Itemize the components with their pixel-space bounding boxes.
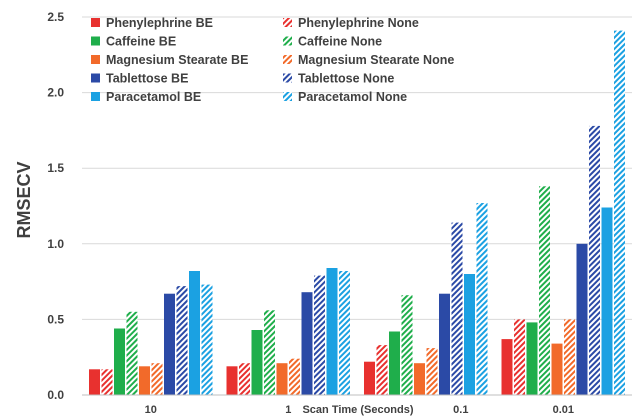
legend-label: Caffeine BE	[106, 35, 176, 49]
x-tick-label: 1	[285, 404, 291, 416]
bar-paracetamol-be-0.01	[601, 207, 613, 395]
legend-swatch	[91, 36, 100, 46]
legend-label: Paracetamol BE	[106, 90, 201, 104]
legend-swatch	[283, 92, 292, 101]
legend-swatch	[91, 55, 100, 64]
legend-swatch	[91, 92, 100, 101]
bar-tablettose-be-0.01	[576, 243, 588, 395]
bar-caffeine-none-1	[264, 310, 275, 395]
bar-caffeine-none-0.01	[539, 186, 550, 395]
bar-caffeine-be-1	[251, 330, 263, 395]
bar-caffeine-be-10	[114, 328, 125, 395]
legend-swatch	[283, 55, 292, 64]
y-tick-label: 2.0	[47, 86, 64, 100]
bar-phenylephrine-be-1	[226, 366, 238, 395]
bar-phenylephrine-none-0.01	[514, 319, 525, 395]
bar-paracetamol-be-10	[189, 271, 200, 395]
bar-magnesium-stearate-none-0.01	[564, 319, 575, 395]
bar-tablettose-none-0.1	[451, 222, 463, 395]
bar-caffeine-none-0.1	[401, 295, 413, 395]
x-axis-title: Scan Time (Seconds)	[302, 404, 413, 416]
bar-paracetamol-none-1	[339, 271, 350, 395]
bar-tablettose-none-10	[176, 286, 188, 395]
bar-magnesium-stearate-be-0.01	[551, 343, 563, 395]
legend-swatch	[91, 73, 100, 83]
bar-phenylephrine-none-1	[239, 363, 250, 395]
bar-phenylephrine-be-10	[89, 369, 100, 395]
bar-magnesium-stearate-none-1	[289, 358, 300, 395]
legend-label: Phenylephrine BE	[106, 16, 213, 30]
y-axis-ticks: 0.0 0.5 1.0 1.5 2.0 2.5	[47, 10, 64, 402]
legend-label: Caffeine None	[298, 35, 382, 49]
legend-swatch	[283, 36, 292, 46]
y-axis-title: RMSECV	[14, 161, 34, 238]
x-tick-label: 0.1	[453, 404, 468, 416]
bar-magnesium-stearate-be-1	[276, 363, 288, 395]
legend-label: Paracetamol None	[298, 90, 407, 104]
bar-paracetamol-none-10	[201, 284, 213, 395]
bar-tablettose-be-0.1	[439, 293, 450, 395]
x-axis-ticks: 10 1 0.1 0.01	[145, 404, 574, 416]
y-tick-label: 0.0	[47, 388, 64, 402]
bar-tablettose-none-1	[314, 275, 325, 395]
bar-phenylephrine-none-10	[101, 369, 113, 395]
bar-caffeine-be-0.01	[526, 322, 538, 395]
legend-label: Magnesium Stearate BE	[106, 53, 248, 67]
bar-tablettose-be-10	[164, 293, 175, 395]
legend-swatch	[91, 18, 100, 27]
bar-paracetamol-none-0.1	[476, 203, 488, 395]
bar-paracetamol-be-0.1	[464, 274, 475, 395]
bar-tablettose-be-1	[301, 292, 313, 395]
legend-label: Tablettose BE	[106, 72, 188, 86]
legend-label: Magnesium Stearate None	[298, 53, 454, 67]
bar-paracetamol-be-1	[326, 268, 338, 395]
legend-swatch	[283, 18, 292, 27]
y-tick-label: 1.0	[47, 237, 64, 251]
legend-label: Phenylephrine None	[298, 16, 419, 30]
bar-caffeine-none-10	[126, 311, 138, 395]
bar-tablettose-none-0.01	[589, 125, 600, 396]
bar-phenylephrine-be-0.01	[501, 339, 513, 395]
bar-paracetamol-none-0.01	[614, 30, 625, 395]
y-tick-label: 2.5	[47, 10, 64, 24]
bar-phenylephrine-be-0.1	[364, 361, 375, 395]
bar-caffeine-be-0.1	[389, 331, 400, 395]
x-tick-label: 10	[145, 404, 157, 416]
x-tick-label: 0.01	[553, 404, 574, 416]
bar-magnesium-stearate-none-10	[151, 363, 163, 395]
legend-swatch	[283, 73, 292, 83]
bar-magnesium-stearate-none-0.1	[426, 348, 438, 395]
bar-magnesium-stearate-be-10	[139, 366, 150, 395]
bar-phenylephrine-none-0.1	[376, 345, 388, 395]
bars	[89, 30, 625, 396]
legend: Phenylephrine BE Phenylephrine None Caffei…	[91, 16, 454, 104]
legend-label: Tablettose None	[298, 72, 394, 86]
y-tick-label: 0.5	[47, 312, 64, 326]
y-tick-label: 1.5	[47, 161, 64, 175]
bar-magnesium-stearate-be-0.1	[414, 363, 425, 395]
